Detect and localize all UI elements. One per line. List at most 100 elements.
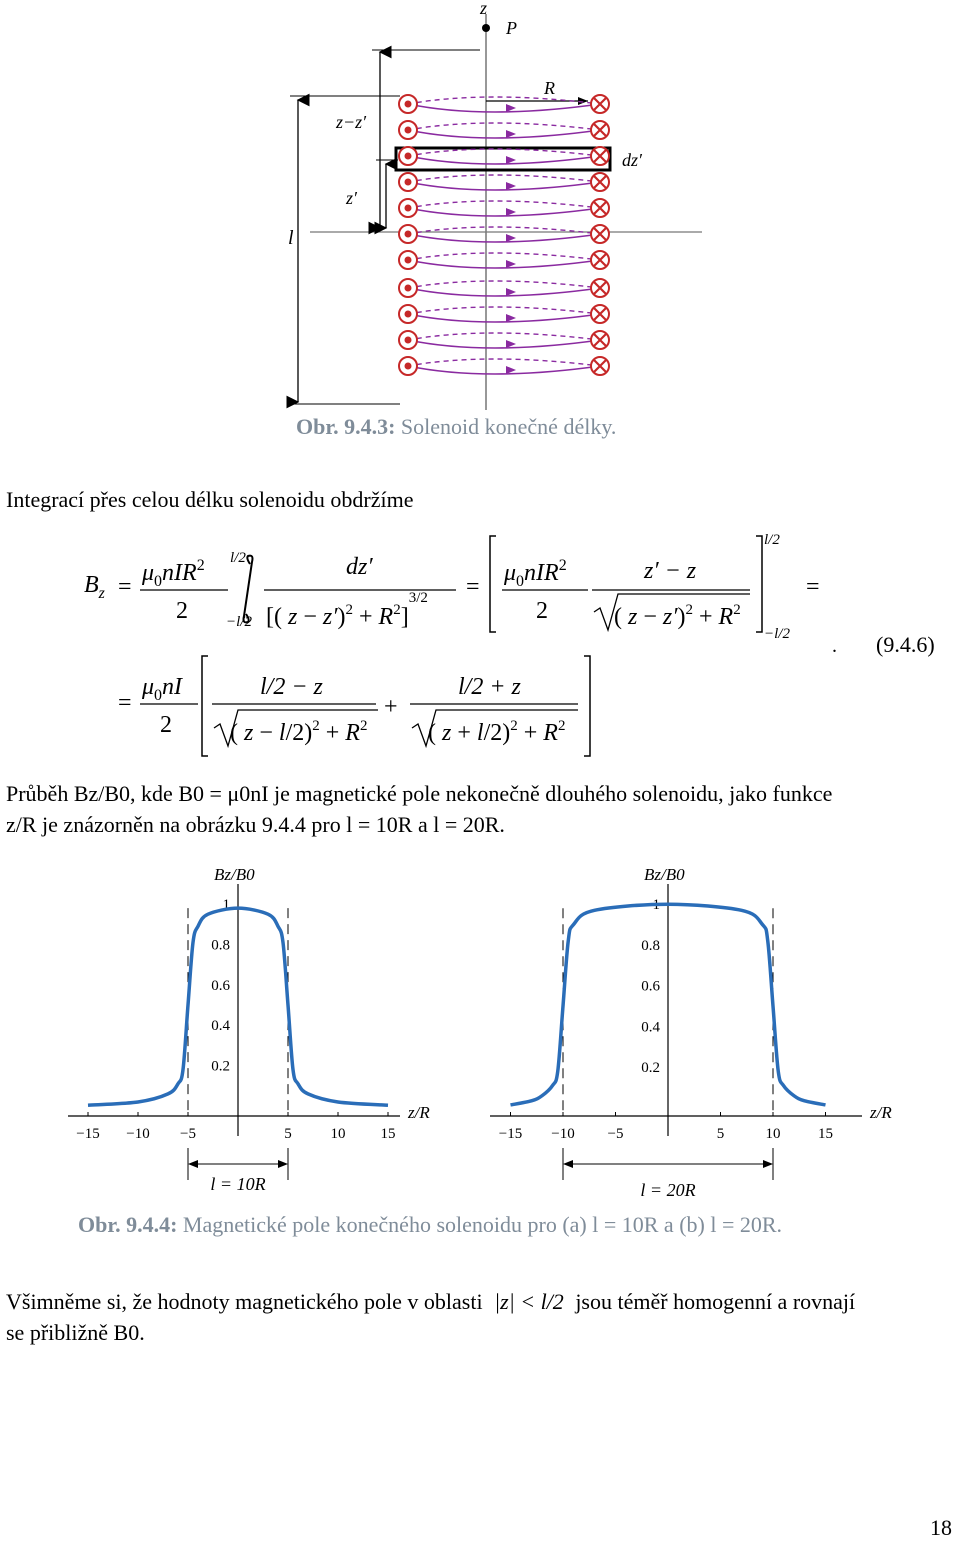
z-minus-zprime-label: z−z′: [335, 112, 367, 132]
x-axis-label: z/R: [869, 1103, 892, 1122]
eq-frac-b-den: ( z + l/2)2 + R2: [428, 718, 565, 746]
current-in-cross: [593, 281, 607, 295]
current-out-dot: [404, 336, 412, 344]
current-direction-arrow: [506, 182, 516, 190]
paragraph-2-line-1: Průběh Bz/B0, kde B0 = μ0nI je magnetick…: [6, 781, 833, 806]
y-tick-label: 0.2: [211, 1059, 230, 1075]
turn-back-arc: [407, 226, 601, 235]
turn-front-arc: [407, 287, 601, 297]
turn-front-arc: [407, 313, 601, 323]
x-tick-label: 15: [381, 1126, 396, 1142]
y-tick-label: 1: [223, 897, 231, 913]
eq-integrand-num: dz′: [346, 554, 373, 580]
length-annotation: l = 20R: [640, 1180, 695, 1200]
current-direction-arrow: [506, 366, 516, 374]
current-direction-arrow: [506, 260, 516, 268]
y-tick-label: 0.4: [641, 1019, 660, 1035]
eq-line2-prefix-num: μ0nI: [141, 674, 183, 704]
turn-back-arc: [407, 358, 601, 367]
field-curve: [87, 906, 389, 1107]
eq-int-upper: l/2: [230, 550, 246, 566]
current-direction-arrow: [506, 314, 516, 322]
x-tick-label: −5: [608, 1126, 624, 1142]
eq-t1-num: μ0nIR2: [141, 557, 205, 590]
paragraph-3-line-1: Všimněme si, že hodnoty magnetického pol…: [6, 1286, 956, 1317]
paragraph-3-after: jsou téměř homogenní a rovnají: [575, 1289, 856, 1314]
eq-lhs: Bz: [84, 572, 106, 602]
length-dimension-arrowheads: [188, 1160, 288, 1168]
eq-frac-b-num: l/2 + z: [458, 674, 522, 700]
turn-back-arc: [407, 122, 601, 131]
y-tick-label: 0.8: [641, 938, 660, 954]
eq-limit-lower: −l/2: [764, 626, 790, 642]
y-tick-label: 0.6: [641, 979, 660, 995]
current-in-cross: [593, 123, 607, 137]
length-l-label: l: [288, 227, 294, 249]
current-in-cross: [593, 307, 607, 321]
eq-period: .: [832, 635, 837, 657]
eq-frac-a-num: l/2 − z: [260, 674, 324, 700]
turn-front-arc: [407, 129, 601, 139]
page-number: 18: [930, 1515, 952, 1540]
turn-front-arc: [407, 339, 601, 349]
paragraph-3-line-2: se přibližně B0.: [6, 1320, 145, 1345]
current-direction-arrow: [506, 130, 516, 138]
current-direction-arrow: [506, 340, 516, 348]
current-in-cross: [593, 149, 607, 163]
caption-2-text: Magnetické pole konečného solenoidu pro …: [177, 1212, 783, 1237]
equation-9-4-6: Bz = μ0nIR2 2 l/2 −l/2 dz′ [( z − z′)2 +…: [84, 532, 935, 757]
current-in-cross: [593, 97, 607, 111]
paragraph-3-before: Všimněme si, že hodnoty magnetického pol…: [6, 1289, 483, 1314]
integral-sign: [242, 554, 254, 624]
turn-front-arc: [407, 181, 601, 191]
paragraph-3-condition: |z| < l/2: [494, 1289, 564, 1314]
turn-back-arc: [407, 306, 601, 315]
solenoid-figure: z P z−z′ z′ l R dz′: [286, 0, 702, 410]
turn-back-arc: [407, 174, 601, 183]
point-p-label: P: [505, 18, 517, 38]
caption-1-text: Solenoid konečné délky.: [395, 414, 617, 439]
length-annotation: l = 10R: [210, 1174, 265, 1194]
turn-back-arc: [407, 200, 601, 209]
eq-frac-a-den: ( z − l/2)2 + R2: [230, 718, 367, 746]
solenoid-turns: [398, 94, 610, 376]
turn-front-arc: [407, 155, 601, 165]
current-direction-arrow: [506, 208, 516, 216]
eq-limit-upper: l/2: [764, 532, 780, 548]
x-tick-label: 5: [284, 1126, 292, 1142]
current-out-dot: [404, 256, 412, 264]
current-in-cross: [593, 253, 607, 267]
field-curve: [510, 902, 826, 1107]
eq-equals-1: =: [118, 574, 132, 600]
current-out-dot: [404, 204, 412, 212]
eq-equals-3: =: [806, 574, 820, 600]
eq-bracket-den: ( z − z′)2 + R2: [614, 602, 741, 630]
current-out-dot: [404, 362, 412, 370]
current-out-dot: [404, 310, 412, 318]
eq-int-lower: −l/2: [226, 614, 252, 630]
current-out-dot: [404, 100, 412, 108]
intro-text: Integrací přes celou délku solenoidu obd…: [6, 487, 414, 512]
current-in-cross: [593, 201, 607, 215]
eq-line2-prefix-den: 2: [160, 712, 172, 738]
dz-slab: [394, 146, 612, 172]
current-in-cross: [593, 175, 607, 189]
chart-l-20R: Bz/B0z/R−15 −10 −5 5 10 150.20.40.60.81l = 20…: [490, 865, 892, 1200]
zprime-label: z′: [345, 188, 358, 208]
dz-label: dz′: [622, 150, 643, 170]
y-tick-label: 0.8: [211, 937, 230, 953]
current-out-dot: [404, 152, 412, 160]
y-tick-label: 0.6: [211, 978, 230, 994]
turn-back-arc: [407, 96, 601, 105]
current-out-dot: [404, 230, 412, 238]
turn-back-arc: [407, 280, 601, 289]
radius-arrowhead: [578, 97, 588, 105]
x-tick-label: −15: [499, 1126, 522, 1142]
turn-back-arc: [407, 332, 601, 341]
turn-front-arc: [407, 103, 601, 113]
eq-t1-den: 2: [176, 598, 188, 624]
x-tick-label: −5: [180, 1126, 196, 1142]
current-out-dot: [404, 284, 412, 292]
current-direction-arrow: [506, 104, 516, 112]
paragraph-2-line-2: z/R je znázorněn na obrázku 9.4.4 pro l …: [6, 812, 505, 837]
